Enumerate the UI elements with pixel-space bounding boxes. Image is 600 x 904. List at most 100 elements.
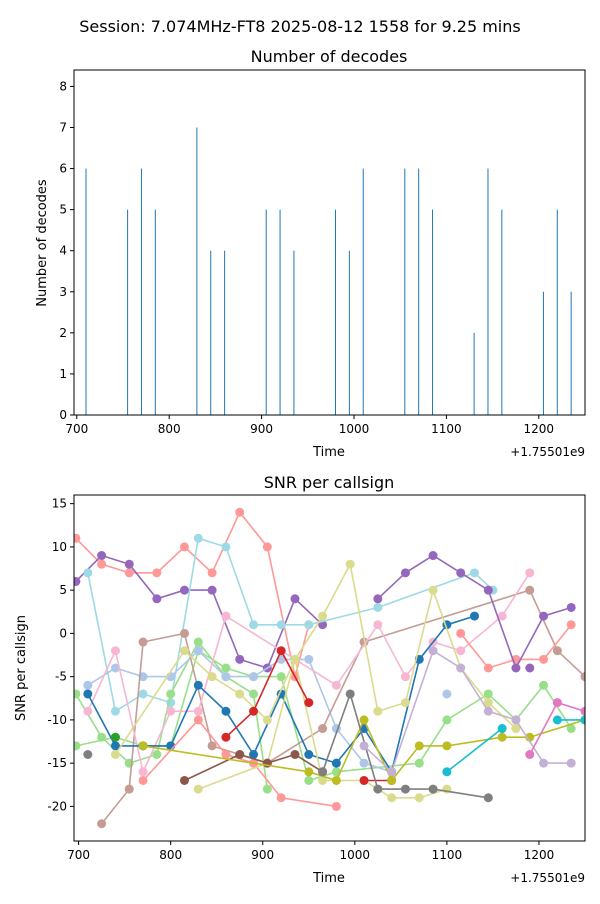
snr-point bbox=[318, 767, 328, 777]
decode-bar bbox=[404, 168, 406, 415]
snr-point bbox=[97, 819, 107, 829]
snr-point bbox=[179, 646, 189, 656]
snr-point bbox=[442, 767, 452, 777]
snr-point bbox=[318, 775, 328, 785]
snr-y-tick-label: 15 bbox=[52, 497, 67, 511]
snr-point bbox=[276, 620, 286, 630]
decodes-y-tick-label: 1 bbox=[59, 367, 67, 381]
snr-point bbox=[428, 585, 438, 595]
snr-point bbox=[262, 784, 272, 794]
snr-point bbox=[400, 672, 410, 682]
decodes-y-axis-label: Number of decodes bbox=[35, 179, 50, 307]
snr-point bbox=[235, 507, 245, 517]
snr-y-tick-label: 10 bbox=[52, 540, 67, 554]
snr-point bbox=[290, 594, 300, 604]
snr-point bbox=[124, 559, 134, 569]
snr-point bbox=[428, 784, 438, 794]
snr-point bbox=[483, 689, 493, 699]
snr-x-tick-label: 700 bbox=[67, 848, 90, 862]
decode-bar bbox=[85, 168, 87, 415]
snr-series-line bbox=[100, 589, 585, 825]
decodes-bar-chart: Number of decodes 700 800 900 1000 1100 1200 0… bbox=[35, 47, 586, 460]
decodes-x-tick-label: 1000 bbox=[339, 422, 370, 436]
decodes-x-tick-label: 1100 bbox=[431, 422, 462, 436]
decode-bar bbox=[542, 291, 544, 415]
decode-bar bbox=[362, 168, 364, 415]
snr-point bbox=[539, 654, 549, 664]
snr-point bbox=[179, 775, 189, 785]
snr-point bbox=[331, 775, 341, 785]
snr-point bbox=[511, 715, 521, 725]
snr-point bbox=[110, 750, 120, 759]
snr-point bbox=[166, 689, 176, 699]
snr-point bbox=[138, 689, 148, 699]
snr-x-tick-label: 1200 bbox=[524, 848, 555, 862]
decode-bar bbox=[418, 168, 420, 415]
snr-point bbox=[193, 706, 203, 716]
snr-point bbox=[124, 784, 134, 794]
decode-bar bbox=[210, 250, 212, 415]
snr-point bbox=[580, 706, 585, 716]
snr-point bbox=[428, 646, 438, 656]
snr-point bbox=[207, 741, 217, 751]
snr-point bbox=[110, 646, 120, 656]
decodes-y-tick-label: 8 bbox=[59, 79, 67, 93]
snr-point bbox=[249, 689, 259, 699]
snr-point bbox=[221, 611, 231, 621]
snr-point bbox=[97, 551, 107, 561]
decodes-plot-frame bbox=[73, 69, 586, 416]
snr-point bbox=[193, 637, 203, 647]
snr-series-line bbox=[225, 648, 310, 738]
decodes-y-tick-label: 4 bbox=[59, 244, 67, 258]
snr-y-axis-label: SNR per callsign bbox=[14, 615, 29, 721]
snr-series-line bbox=[75, 510, 310, 677]
snr-x-tick-label: 900 bbox=[251, 848, 274, 862]
decodes-y-tick-label: 6 bbox=[59, 162, 67, 176]
decodes-y-tick-label: 7 bbox=[59, 121, 67, 135]
snr-point bbox=[179, 628, 189, 638]
snr-point bbox=[138, 637, 148, 647]
snr-point bbox=[207, 568, 217, 578]
snr-point bbox=[110, 706, 120, 716]
decode-bar bbox=[265, 209, 267, 415]
decode-bar bbox=[127, 209, 129, 415]
snr-point bbox=[345, 689, 355, 699]
decodes-y-tick-label: 3 bbox=[59, 285, 67, 299]
snr-point bbox=[511, 724, 521, 734]
snr-point bbox=[193, 646, 203, 656]
snr-series-line bbox=[363, 649, 572, 774]
snr-point bbox=[483, 663, 493, 673]
snr-series-line bbox=[377, 554, 572, 670]
snr-plot-frame bbox=[73, 494, 586, 842]
snr-y-tick-label: 0 bbox=[59, 626, 67, 640]
snr-series-line bbox=[75, 649, 572, 782]
snr-series-line bbox=[321, 691, 489, 799]
snr-series-line bbox=[446, 727, 503, 773]
snr-point bbox=[387, 793, 397, 803]
decode-bar bbox=[154, 209, 156, 415]
snr-point bbox=[511, 663, 521, 673]
snr-line-chart: SNR per callsign 700 800 900 1000 1100 1200 -2… bbox=[14, 473, 586, 886]
snr-point bbox=[152, 594, 162, 604]
snr-point bbox=[580, 672, 585, 682]
snr-point bbox=[166, 706, 176, 716]
figure-suptitle: Session: 7.074MHz-FT8 2025-08-12 1558 fo… bbox=[79, 17, 520, 36]
snr-point bbox=[359, 758, 369, 768]
snr-point bbox=[304, 775, 314, 785]
decode-bar bbox=[140, 168, 142, 415]
snr-point bbox=[539, 611, 549, 621]
decode-bar bbox=[501, 209, 503, 415]
snr-point bbox=[497, 732, 507, 742]
snr-point bbox=[331, 758, 341, 768]
snr-point bbox=[110, 732, 120, 742]
snr-point bbox=[304, 750, 314, 759]
snr-point bbox=[235, 689, 245, 699]
snr-point bbox=[525, 585, 535, 595]
snr-point bbox=[83, 680, 93, 690]
decodes-x-tick-label: 900 bbox=[250, 422, 273, 436]
snr-point bbox=[276, 793, 286, 803]
snr-point bbox=[470, 568, 480, 578]
snr-point bbox=[483, 793, 493, 803]
snr-point bbox=[400, 784, 410, 794]
